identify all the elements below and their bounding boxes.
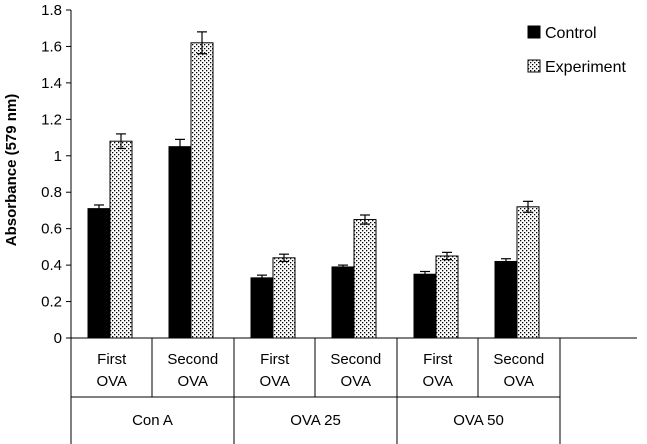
control-bar	[168, 146, 192, 339]
experiment-bar	[516, 206, 540, 339]
y-tick-label: 0.4	[41, 257, 62, 274]
category-label-line2: OVA	[96, 373, 127, 390]
control-bar	[331, 266, 355, 339]
category-label-line1: Second	[167, 351, 218, 368]
y-tick-label: 1.2	[41, 111, 62, 128]
y-tick-label: 0.8	[41, 184, 62, 201]
x-category-labels: Con A First OVA Second OVA OVA 25 First OVA Seco…	[70, 338, 561, 444]
y-tick-label: 1.6	[41, 38, 62, 55]
experiment-bar	[109, 140, 133, 339]
legend: Control Experiment	[527, 25, 626, 76]
category-label-line1: First	[260, 351, 290, 368]
group-label: OVA 50	[453, 412, 504, 429]
category-label-line2: OVA	[340, 373, 371, 390]
control-bar	[494, 260, 518, 339]
y-tick-label: 1	[54, 148, 62, 165]
category-label-line2: OVA	[177, 373, 208, 390]
experiment-bar	[272, 257, 296, 339]
category-label-line1: First	[423, 351, 453, 368]
y-tick-label: 1.4	[41, 75, 62, 92]
y-axis-label: Absorbance (579 nm)	[3, 94, 20, 247]
bars	[87, 31, 540, 339]
y-tick-label: 0.6	[41, 221, 62, 238]
axes: 0 0.2 0.4 0.6 0.8 1 1.2 1.4 1.6 1.8	[41, 2, 637, 347]
control-bar	[250, 277, 274, 339]
y-tick-label: 0	[54, 330, 62, 347]
y-tick-label: 0.2	[41, 294, 62, 311]
experiment-bar	[353, 219, 377, 339]
category-label-line2: OVA	[422, 373, 453, 390]
legend-swatch-experiment	[527, 59, 541, 73]
legend-label: Experiment	[545, 59, 626, 76]
category-label-line1: Second	[330, 351, 381, 368]
control-bar	[87, 208, 111, 339]
category-label-line1: Second	[493, 351, 544, 368]
category-label-line2: OVA	[503, 373, 534, 390]
legend-label: Control	[545, 25, 597, 42]
y-tick-label: 1.8	[41, 2, 62, 19]
category-label-line1: First	[97, 351, 127, 368]
category-label-line2: OVA	[259, 373, 290, 390]
control-bar	[413, 273, 437, 339]
experiment-bar	[190, 42, 214, 339]
experiment-bar	[435, 255, 459, 339]
legend-swatch-control	[527, 25, 541, 39]
group-label: OVA 25	[290, 412, 341, 429]
group-label: Con A	[132, 412, 173, 429]
